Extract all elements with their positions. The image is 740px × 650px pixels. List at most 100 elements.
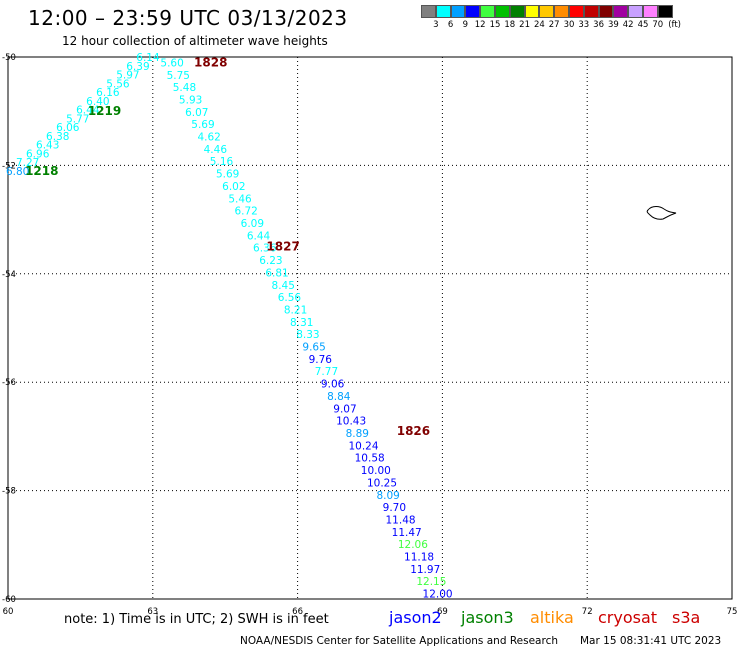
lat-tick-label: -50 [2, 53, 16, 63]
wave-height-label: 8.33 [296, 329, 319, 341]
wave-height-label: 6.06 [56, 122, 80, 134]
wave-height-label: 8.31 [290, 317, 313, 329]
wave-height-label: 6.14 [136, 52, 160, 64]
time-label: 1218 [25, 164, 58, 178]
lon-tick-label: 69 [437, 607, 448, 617]
page-subtitle: 12 hour collection of altimeter wave hei… [62, 34, 328, 48]
wave-height-label: 10.00 [361, 465, 391, 477]
lon-tick-label: 66 [292, 607, 303, 617]
wave-height-label: 6.16 [96, 87, 120, 99]
wave-height-label: 7.27 [16, 157, 39, 169]
wave-height-label: 5.60 [160, 57, 183, 69]
wave-height-label: 6.96 [26, 148, 50, 160]
wave-height-label: 12.06 [398, 539, 428, 551]
color-legend: 3 6 9 12 15 18 21 24 27 30 33 36 39 42 45 70 (ft) [421, 5, 681, 32]
legend-swatch [524, 5, 540, 18]
wave-height-label: 9.70 [383, 502, 406, 514]
legend-label: 12 [474, 20, 486, 30]
time-label: 1828 [194, 55, 227, 69]
wave-height-label: 10.58 [355, 453, 385, 465]
lat-tick-label: -58 [2, 487, 16, 497]
wave-height-label: 5.46 [228, 193, 252, 205]
legend-label: 70 [652, 20, 664, 30]
wave-height-label: 4.46 [204, 144, 228, 156]
legend-swatch [421, 5, 436, 18]
wave-height-label: 5.69 [191, 119, 214, 131]
legend-swatch [598, 5, 614, 18]
time-label: 1826 [397, 424, 430, 438]
footer-note: note: 1) Time is in UTC; 2) SWH is in fe… [64, 612, 329, 627]
track-jason3: 6.807.276.966.436.386.065.776.446.406.16… [6, 52, 160, 178]
legend-swatch [509, 5, 525, 18]
wave-height-label: 6.44 [76, 105, 100, 117]
lat-tick-label: -60 [2, 595, 16, 605]
wave-height-label: 6.80 [6, 166, 29, 178]
time-label: 1827 [266, 240, 299, 254]
wave-height-label: 6.23 [259, 255, 282, 267]
wave-height-label: 5.16 [210, 156, 234, 168]
legend-label: 18 [504, 20, 516, 30]
track-cryosat: 5.605.755.485.936.075.694.624.465.165.69… [160, 55, 452, 600]
wave-height-label: 6.40 [86, 96, 109, 108]
legend-label: 39 [607, 20, 619, 30]
wave-height-label: 11.48 [386, 514, 416, 526]
wave-height-label: 8.09 [376, 490, 399, 502]
legend-swatch [435, 5, 451, 18]
axis-tick-labels: 60 63 66 69 72 75 -50 -52 -54 -56 -58 -60 [2, 53, 737, 617]
wave-height-label: 12.00 [423, 589, 453, 601]
wave-height-label: 6.09 [241, 218, 264, 230]
wave-height-label: 5.77 [66, 113, 89, 125]
legend-swatch [642, 5, 658, 18]
satellite-name: jason3 [461, 608, 514, 627]
legend-label: 45 [637, 20, 649, 30]
wave-height-label: 10.43 [336, 416, 366, 428]
legend-swatch [480, 5, 495, 18]
legend-label: 30 [563, 20, 575, 30]
satellite-name: cryosat [598, 608, 658, 627]
wave-height-label: 6.44 [247, 230, 271, 242]
wave-height-label: 6.38 [46, 131, 69, 143]
lat-tick-label: -56 [2, 378, 16, 388]
legend-label: 27 [548, 20, 560, 30]
wave-height-label: 8.21 [284, 304, 307, 316]
page-title: 12:00 – 23:59 UTC 03/13/2023 [28, 6, 348, 30]
legend-label: 9 [462, 20, 469, 30]
wave-height-label: 10.25 [367, 477, 397, 489]
wave-height-label: 9.65 [302, 342, 325, 354]
lon-tick-label: 72 [582, 607, 593, 617]
satellite-name: altika [530, 608, 574, 627]
map-grid [8, 57, 732, 599]
lon-tick-label: 75 [727, 607, 738, 617]
island-outline [646, 206, 677, 220]
wave-height-label: 8.45 [272, 280, 295, 292]
legend-label: 21 [519, 20, 531, 30]
wave-height-label: 11.18 [404, 552, 434, 564]
wave-height-label: 7.77 [315, 366, 338, 378]
legend-swatch [613, 5, 629, 18]
footer-credit: NOAA/NESDIS Center for Satellite Applica… [240, 635, 558, 647]
map-frame [7, 56, 733, 600]
legend-swatch [583, 5, 599, 18]
wave-height-label: 5.56 [106, 78, 130, 90]
wave-height-label: 6.36 [253, 243, 277, 255]
legend-swatch [657, 5, 673, 18]
wave-height-label: 8.89 [346, 428, 369, 440]
legend-swatch [494, 5, 510, 18]
wave-height-label: 6.81 [265, 267, 288, 279]
legend-label: 42 [622, 20, 634, 30]
lat-tick-label: -52 [2, 161, 16, 171]
wave-height-label: 12.15 [416, 576, 446, 588]
wave-height-label: 11.47 [392, 527, 422, 539]
legend-label: 3 [433, 20, 439, 30]
legend-swatch [568, 5, 584, 18]
legend-swatch [628, 5, 643, 18]
wave-height-label: 9.76 [309, 354, 333, 366]
legend-swatches [421, 5, 673, 18]
wave-height-label: 11.97 [410, 564, 440, 576]
legend-swatch [465, 5, 481, 18]
legend-label: 36 [593, 20, 605, 30]
island-coastline [646, 206, 677, 220]
legend-label: 6 [447, 20, 454, 30]
legend-swatch [554, 5, 569, 18]
